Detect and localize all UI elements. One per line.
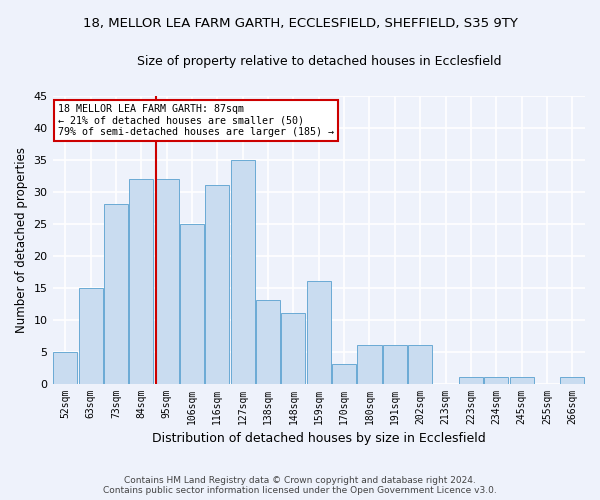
Title: Size of property relative to detached houses in Ecclesfield: Size of property relative to detached ho… [137,55,501,68]
Bar [281,313,305,384]
Bar [129,179,154,384]
Bar [484,377,508,384]
Bar [459,377,483,384]
Bar [332,364,356,384]
Bar [256,300,280,384]
Y-axis label: Number of detached properties: Number of detached properties [15,146,28,332]
Bar [509,377,533,384]
X-axis label: Distribution of detached houses by size in Ecclesfield: Distribution of detached houses by size … [152,432,485,445]
Text: Contains HM Land Registry data © Crown copyright and database right 2024.
Contai: Contains HM Land Registry data © Crown c… [103,476,497,495]
Bar [155,179,179,384]
Bar [230,160,255,384]
Text: 18 MELLOR LEA FARM GARTH: 87sqm
← 21% of detached houses are smaller (50)
79% of: 18 MELLOR LEA FARM GARTH: 87sqm ← 21% of… [58,104,334,138]
Bar [408,345,432,384]
Bar [560,377,584,384]
Bar [383,345,407,384]
Text: 18, MELLOR LEA FARM GARTH, ECCLESFIELD, SHEFFIELD, S35 9TY: 18, MELLOR LEA FARM GARTH, ECCLESFIELD, … [83,18,517,30]
Bar [358,345,382,384]
Bar [180,224,204,384]
Bar [53,352,77,384]
Bar [205,185,229,384]
Bar [79,288,103,384]
Bar [307,281,331,384]
Bar [104,204,128,384]
